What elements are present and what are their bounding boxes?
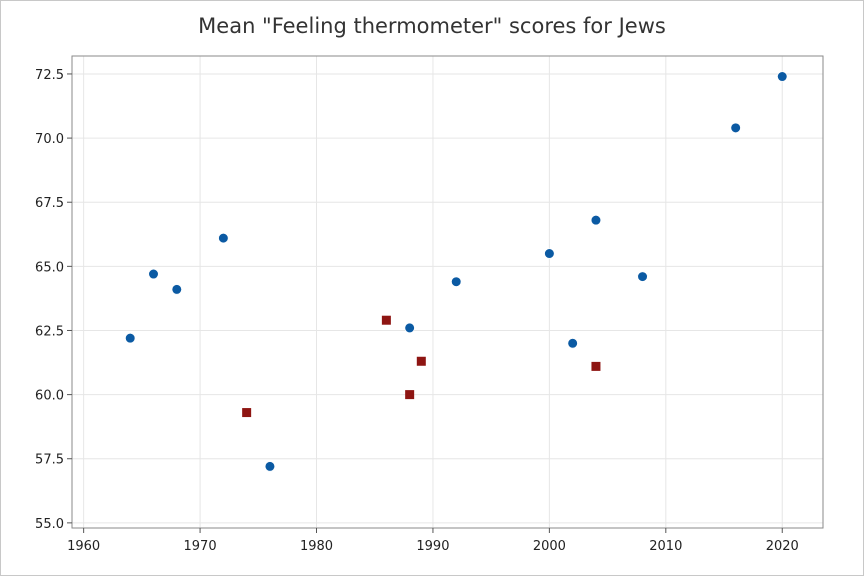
- chart-title: Mean "Feeling thermometer" scores for Je…: [198, 14, 666, 38]
- x-tick-label: 1980: [300, 539, 333, 554]
- axes: 1960 1970 1980 1990 2000 2010 2020 55.0 57.5 60.0…: [35, 68, 799, 554]
- data-point-circle: [637, 271, 648, 282]
- data-point-circle: [777, 71, 788, 82]
- data-point-square: [416, 356, 426, 366]
- y-tick-label: 57.5: [35, 453, 64, 468]
- data-point-circle: [125, 333, 136, 344]
- data-point-circle: [404, 322, 415, 334]
- x-tick-label: 2000: [533, 539, 566, 554]
- y-tick-label: 67.5: [35, 196, 64, 211]
- y-tick-label: 62.5: [35, 324, 64, 339]
- y-tick-label: 70.0: [35, 132, 64, 147]
- data-point-circle: [544, 248, 555, 259]
- data-point-circle: [218, 233, 229, 244]
- x-tick-label: 2010: [649, 539, 682, 554]
- x-tick-label: 1990: [416, 539, 449, 554]
- data-point-circle: [148, 268, 159, 280]
- data-point-square: [242, 408, 252, 418]
- data-point-square: [591, 361, 601, 371]
- x-tick-label: 1960: [67, 539, 100, 554]
- data-point-circle: [171, 284, 182, 295]
- y-tick-label: 65.0: [35, 260, 64, 275]
- data-point-circle: [567, 338, 578, 349]
- grid-lines: [72, 56, 823, 528]
- data-point-circle: [264, 461, 276, 472]
- data-point-square: [381, 315, 391, 325]
- y-tick-label: 60.0: [35, 389, 64, 404]
- y-tick-label: 55.0: [35, 517, 64, 532]
- data-point-circle: [730, 122, 741, 133]
- y-tick-label: 72.5: [35, 68, 64, 83]
- x-tick-label: 1970: [184, 539, 217, 554]
- x-tick-label: 2020: [766, 539, 799, 554]
- plot-area: [71, 55, 824, 529]
- data-point-circle: [590, 215, 602, 226]
- data-point-square: [405, 390, 415, 400]
- data-point-circle: [451, 276, 462, 287]
- data-points: [125, 71, 788, 472]
